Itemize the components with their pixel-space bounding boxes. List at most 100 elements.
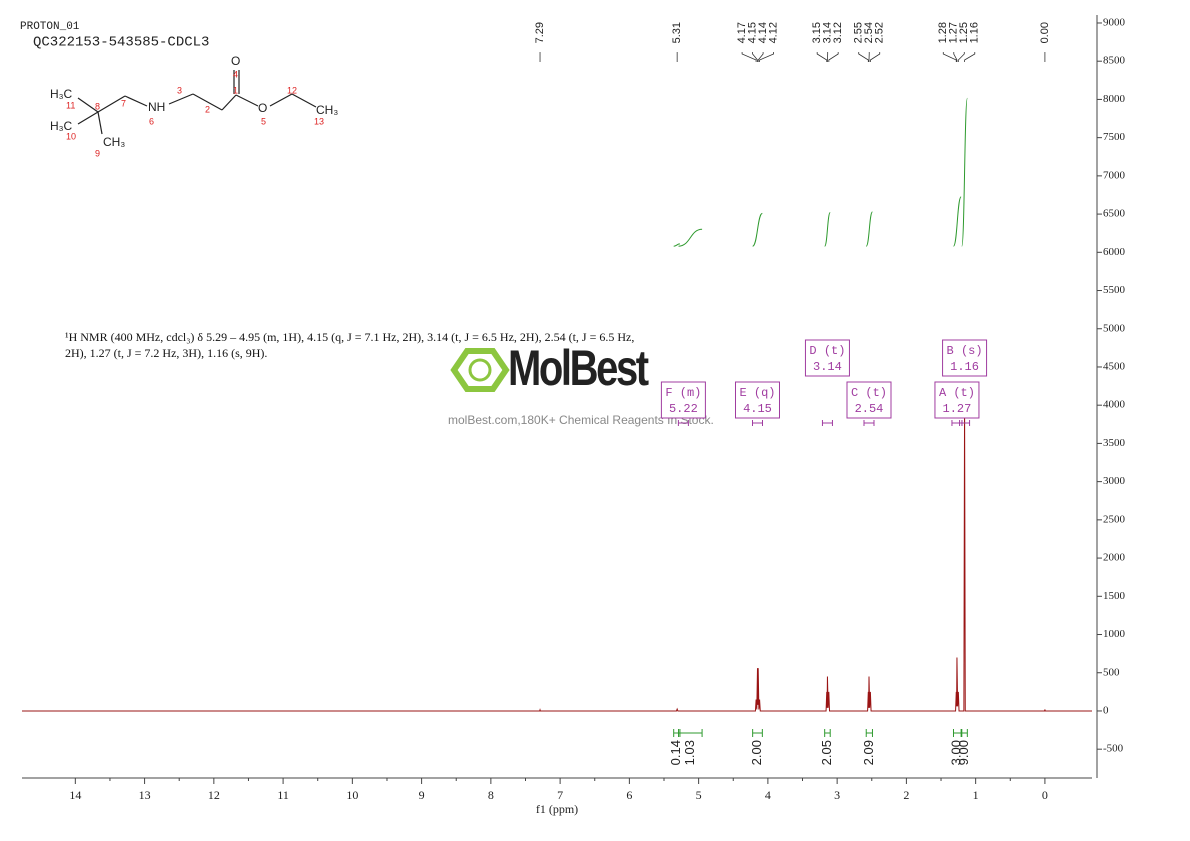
multiplet-shift: 4.15 bbox=[743, 402, 772, 416]
y-tick-label: 5000 bbox=[1103, 322, 1126, 334]
atom-number: 11 bbox=[66, 100, 75, 110]
watermark-brand: MolBest bbox=[508, 340, 649, 396]
experiment-name: PROTON_01 bbox=[20, 21, 80, 33]
multiplet-shift: 5.22 bbox=[669, 402, 698, 416]
multiplet-label: B (s) bbox=[947, 344, 983, 358]
peak-label: 1.16 bbox=[969, 22, 981, 43]
peak-label: 1.27 bbox=[948, 22, 960, 43]
x-tick-label: 10 bbox=[346, 788, 358, 802]
multiplet-box bbox=[942, 339, 988, 377]
atom-label: CH₃ bbox=[316, 103, 338, 117]
y-tick-label: 8000 bbox=[1103, 93, 1126, 105]
atom-number: 13 bbox=[314, 116, 324, 126]
peak-label-connector bbox=[957, 52, 965, 62]
sample-name: QC322153-543585-CDCL3 bbox=[33, 35, 209, 51]
peak-label: 3.12 bbox=[832, 22, 844, 43]
peak-label-connector bbox=[752, 52, 758, 62]
peak-label: 4.12 bbox=[767, 22, 779, 43]
multiplet-label: C (t) bbox=[851, 386, 887, 400]
y-tick-label: 6500 bbox=[1103, 208, 1126, 220]
multiplet-range bbox=[959, 420, 971, 426]
atom-number: 2 bbox=[205, 104, 210, 114]
atom-number: 10 bbox=[66, 131, 76, 141]
multiplet-shift: 1.16 bbox=[950, 360, 979, 374]
atom-number: 6 bbox=[149, 116, 154, 126]
y-tick-label: 7500 bbox=[1103, 131, 1126, 143]
peak-label-connector bbox=[757, 52, 764, 62]
multiplet-box bbox=[804, 339, 850, 377]
integral-curve bbox=[678, 228, 703, 247]
multiplet-range bbox=[751, 420, 763, 426]
x-tick-label: 12 bbox=[208, 788, 220, 802]
atom-number: 12 bbox=[287, 85, 297, 95]
y-tick-label: 1000 bbox=[1103, 628, 1126, 640]
atom-label: CH₃ bbox=[103, 135, 125, 149]
integral-label: 2.00 bbox=[749, 740, 764, 765]
x-tick-label: 3 bbox=[834, 788, 840, 802]
y-tick-label: 2000 bbox=[1103, 552, 1126, 564]
bond bbox=[124, 95, 148, 107]
y-tick-label: 0 bbox=[1103, 704, 1109, 716]
integral-bracket bbox=[824, 729, 831, 737]
peak-label: 1.28 bbox=[937, 22, 949, 43]
peak-label: 4.15 bbox=[746, 22, 758, 43]
integral-curve bbox=[865, 211, 873, 247]
peak-label: 4.14 bbox=[757, 22, 769, 43]
bond bbox=[291, 93, 317, 108]
y-tick-label: 9000 bbox=[1103, 17, 1126, 29]
integral-label: 9.00 bbox=[956, 740, 971, 765]
watermark: MolBest molBest.com,180K+ Chemical Reage… bbox=[448, 340, 714, 427]
logo-hexagon bbox=[450, 348, 510, 392]
atom-label: O bbox=[231, 54, 240, 68]
peak-label-connector bbox=[741, 52, 757, 62]
atom-label: NH bbox=[148, 100, 165, 114]
x-tick-label: 11 bbox=[277, 788, 289, 802]
peak-label-connector bbox=[759, 52, 774, 62]
bond bbox=[269, 93, 293, 107]
bond bbox=[235, 94, 259, 107]
x-tick-label: 9 bbox=[419, 788, 425, 802]
peak-label: 0.00 bbox=[1039, 22, 1051, 43]
molecule bbox=[77, 70, 317, 135]
x-tick-label: 8 bbox=[488, 788, 494, 802]
atom-number: 3 bbox=[177, 85, 182, 95]
x-tick-label: 2 bbox=[903, 788, 909, 802]
integral-bracket bbox=[952, 729, 962, 737]
integral-curve bbox=[673, 243, 680, 247]
peak-label: 2.54 bbox=[863, 22, 875, 43]
multiplet-shift: 3.14 bbox=[813, 360, 842, 374]
integral-curve bbox=[953, 196, 962, 247]
multiplet-label: F (m) bbox=[665, 386, 701, 400]
watermark-tagline: molBest.com,180K+ Chemical Reagents In S… bbox=[448, 413, 714, 427]
multiplet-range bbox=[677, 420, 689, 426]
multiplet-box bbox=[660, 381, 706, 419]
multiplet-label: A (t) bbox=[939, 386, 975, 400]
x-tick-label: 6 bbox=[626, 788, 632, 802]
x-tick-label: 7 bbox=[557, 788, 563, 802]
x-tick-label: 14 bbox=[69, 788, 81, 802]
integral-bracket bbox=[961, 729, 968, 737]
peak-label-connector bbox=[953, 52, 958, 62]
atom-number: 9 bbox=[95, 148, 100, 158]
peak-label-connector bbox=[828, 52, 839, 62]
atom-number: 7 bbox=[121, 98, 126, 108]
multiplet-range bbox=[821, 420, 833, 426]
multiplet-label: D (t) bbox=[809, 344, 845, 358]
peak-label: 2.55 bbox=[853, 22, 865, 43]
bond bbox=[77, 97, 99, 113]
y-tick-label: 4500 bbox=[1103, 361, 1126, 373]
bond bbox=[97, 111, 103, 135]
multiplet-range bbox=[863, 420, 875, 426]
integral-bracket bbox=[678, 729, 703, 737]
peak-label: 7.29 bbox=[534, 22, 546, 43]
atom-number: 4 bbox=[233, 69, 238, 79]
bond bbox=[221, 94, 237, 111]
y-tick-label: 500 bbox=[1103, 666, 1120, 678]
x-tick-label: 4 bbox=[765, 788, 771, 802]
peak-label-connector bbox=[816, 52, 828, 62]
nmr-description: ¹H NMR (400 MHz, cdcl₃) δ 5.29 – 4.95 (m… bbox=[65, 330, 635, 360]
bond bbox=[77, 111, 99, 125]
integral-label: 1.03 bbox=[682, 740, 697, 765]
y-tick-label: 7000 bbox=[1103, 169, 1126, 181]
